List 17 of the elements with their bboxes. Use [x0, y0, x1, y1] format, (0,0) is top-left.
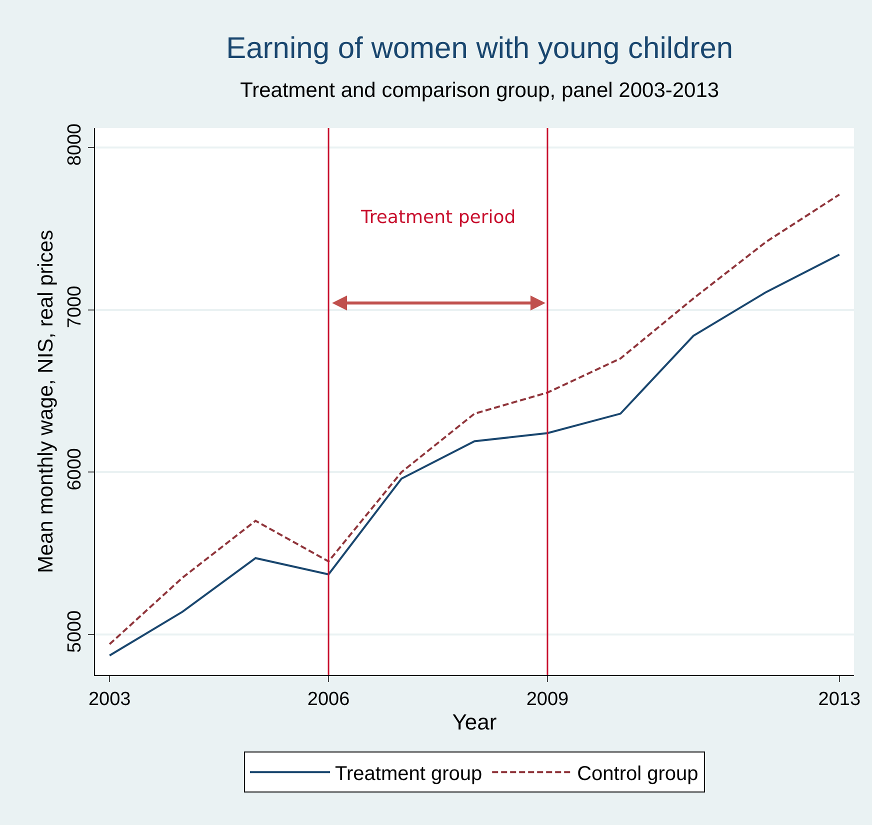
- legend-label: Treatment group: [335, 762, 482, 785]
- y-tick-label: 7000: [64, 286, 86, 328]
- x-tick-label: 2009: [526, 688, 569, 710]
- legend-label: Control group: [577, 762, 698, 785]
- line-series: [108, 194, 840, 646]
- chart-subtitle: Treatment and comparison group, panel 2003-2013: [240, 78, 720, 102]
- x-axis-title: Year: [452, 710, 497, 735]
- y-axis-title: Mean monthly wage, NIS, real prices: [34, 230, 58, 574]
- x-tick-label: 2003: [88, 688, 131, 710]
- y-tick-label: 6000: [64, 448, 86, 490]
- y-tick-label: 5000: [64, 610, 86, 653]
- x-tick-label: 2013: [818, 688, 861, 710]
- chart-title: Earning of women with young children: [226, 32, 734, 65]
- x-tick-label: 2006: [307, 688, 350, 710]
- annotation: Treatment period: [360, 207, 516, 228]
- y-tick-label: 8000: [64, 123, 86, 166]
- line-series: [108, 254, 840, 657]
